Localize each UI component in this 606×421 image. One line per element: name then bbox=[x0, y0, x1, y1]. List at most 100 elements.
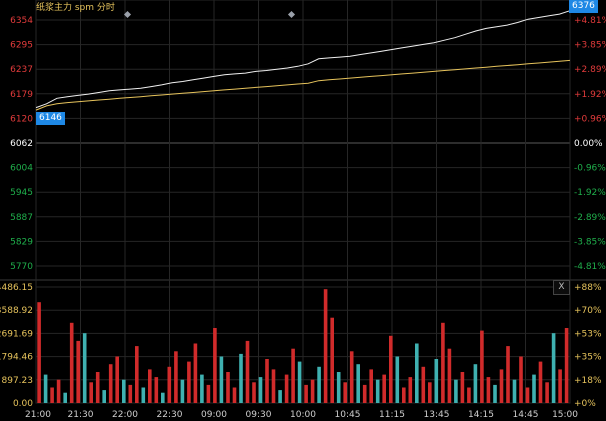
volume-bar bbox=[499, 369, 504, 403]
volume-bar bbox=[538, 361, 543, 403]
price-tick-label: 6062 bbox=[10, 139, 33, 149]
volume-bar bbox=[284, 374, 289, 403]
volume-bar bbox=[252, 382, 256, 403]
volume-percent-tick-label: +70% bbox=[574, 306, 602, 316]
volume-bar bbox=[323, 289, 328, 403]
price-tick-label: 5829 bbox=[10, 237, 33, 247]
volume-bar bbox=[506, 346, 510, 403]
volume-bar bbox=[525, 387, 530, 403]
open-price-badge: 6146 bbox=[36, 112, 65, 125]
volume-bar bbox=[141, 387, 146, 403]
volume-bar bbox=[37, 302, 41, 403]
time-tick-label: 21:00 bbox=[25, 410, 51, 420]
volume-bar bbox=[226, 372, 230, 403]
price-line bbox=[35, 10, 571, 109]
volume-percent-tick-label: +88% bbox=[574, 283, 602, 293]
volume-bar bbox=[161, 392, 165, 403]
volume-bar bbox=[56, 379, 61, 403]
volume-bar bbox=[174, 351, 178, 403]
volume-bar bbox=[317, 366, 321, 403]
volume-bar bbox=[460, 372, 465, 403]
volume-bar bbox=[258, 377, 263, 403]
price-tick-label: 6004 bbox=[10, 164, 33, 174]
volume-bar bbox=[467, 387, 471, 403]
volume-bar bbox=[408, 377, 413, 403]
volume-bar bbox=[349, 351, 354, 403]
price-tick-label: 6120 bbox=[10, 114, 33, 124]
close-volume-panel-button[interactable]: X bbox=[553, 280, 570, 295]
volume-bar bbox=[108, 364, 113, 403]
volume-bar bbox=[519, 356, 523, 403]
percent-tick-label: +4.81% bbox=[574, 16, 606, 26]
volume-bar bbox=[135, 346, 139, 403]
volume-bar bbox=[415, 343, 419, 403]
volume-tick-label: 3588.92 bbox=[0, 306, 33, 316]
volume-bar bbox=[95, 372, 100, 403]
volume-bar bbox=[375, 379, 380, 403]
volume-percent-tick-label: +0% bbox=[574, 399, 596, 409]
price-tick-label: 6354 bbox=[10, 16, 33, 26]
volume-bar bbox=[343, 382, 347, 403]
time-tick-label: 15:00 bbox=[552, 410, 578, 420]
volume-bar bbox=[395, 356, 400, 403]
price-tick-label: 5770 bbox=[10, 262, 33, 272]
volume-bar bbox=[532, 374, 536, 403]
volume-bar bbox=[382, 374, 386, 403]
volume-bar bbox=[245, 340, 250, 403]
volume-bar bbox=[82, 333, 87, 403]
price-tick-label: 5945 bbox=[10, 188, 33, 198]
volume-bar bbox=[291, 348, 295, 403]
volume-bar bbox=[441, 322, 445, 403]
volume-percent-axis-right: +88% +70% +53% +35% +18% +0% bbox=[574, 283, 602, 409]
volume-bar bbox=[265, 359, 269, 403]
percent-tick-label: -4.81% bbox=[574, 262, 606, 272]
volume-bar bbox=[486, 377, 491, 403]
volume-bar bbox=[89, 382, 93, 403]
volume-bar bbox=[219, 356, 224, 403]
volume-bar bbox=[148, 369, 152, 403]
time-tick-label: 09:00 bbox=[201, 410, 227, 420]
average-price-line bbox=[35, 59, 571, 111]
volume-bar bbox=[356, 364, 360, 403]
time-tick-label: 10:00 bbox=[290, 410, 316, 420]
volume-bar bbox=[564, 328, 569, 403]
volume-bar bbox=[447, 348, 452, 403]
percent-tick-label: +0.96% bbox=[574, 114, 606, 124]
chart-grid bbox=[0, 0, 606, 404]
time-tick-label: 14:15 bbox=[468, 410, 494, 420]
marker-diamond-2 bbox=[287, 10, 296, 19]
volume-bar bbox=[43, 374, 48, 403]
volume-bar bbox=[271, 369, 276, 403]
volume-bar bbox=[187, 361, 191, 403]
volume-bar bbox=[389, 335, 393, 403]
percent-tick-label: +1.92% bbox=[574, 90, 606, 100]
volume-bar bbox=[336, 372, 341, 403]
volume-bar bbox=[193, 343, 198, 403]
price-tick-label: 6237 bbox=[10, 65, 33, 75]
time-axis: 21:00 21:30 22:00 22:30 09:00 09:30 10:00 10:45… bbox=[25, 410, 578, 420]
time-tick-label: 13:45 bbox=[424, 410, 450, 420]
percent-tick-label: -0.96% bbox=[574, 164, 606, 174]
chart-title: 纸浆主力 spm 分时 bbox=[36, 3, 115, 13]
price-tick-label: 5887 bbox=[10, 213, 33, 223]
price-tick-label: 6179 bbox=[10, 90, 33, 100]
volume-bar bbox=[310, 379, 315, 403]
volume-bar bbox=[206, 384, 211, 403]
time-tick-label: 22:30 bbox=[157, 410, 183, 420]
volume-bar bbox=[239, 353, 243, 403]
volume-bar bbox=[128, 384, 133, 403]
volume-tick-label: 0.00 bbox=[13, 399, 33, 409]
time-tick-label: 14:45 bbox=[513, 410, 539, 420]
volume-percent-tick-label: +18% bbox=[574, 376, 602, 386]
volume-bar bbox=[454, 379, 458, 403]
volume-bar bbox=[297, 361, 302, 403]
volume-percent-tick-label: +53% bbox=[574, 329, 602, 339]
price-tick-label: 6295 bbox=[10, 41, 33, 51]
volume-bar bbox=[545, 382, 549, 403]
time-tick-label: 09:30 bbox=[246, 410, 272, 420]
percent-tick-label: -2.89% bbox=[574, 213, 606, 223]
volume-bar bbox=[167, 366, 172, 403]
